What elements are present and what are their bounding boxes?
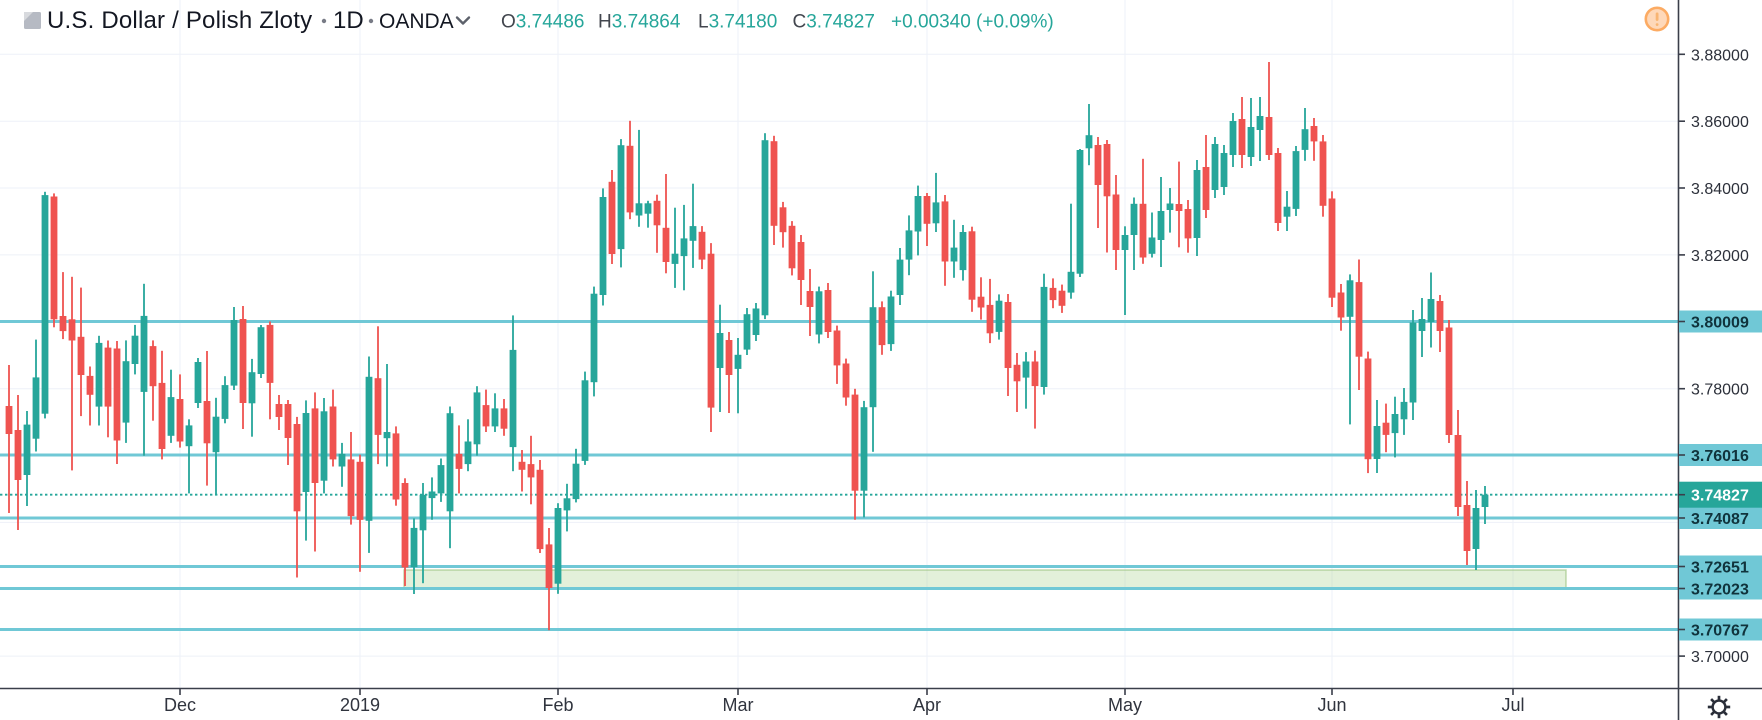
svg-text:Dec: Dec [164, 695, 196, 715]
svg-text:3.74827: 3.74827 [1691, 488, 1749, 505]
svg-text:3.88000: 3.88000 [1691, 47, 1749, 64]
svg-text:Feb: Feb [542, 695, 573, 715]
svg-text:H3.74864: H3.74864 [598, 12, 681, 33]
svg-text:OANDA: OANDA [379, 10, 454, 33]
svg-text:3.80009: 3.80009 [1691, 315, 1749, 332]
svg-text:3.78000: 3.78000 [1691, 382, 1749, 399]
svg-text:Jul: Jul [1501, 695, 1524, 715]
svg-text:3.76016: 3.76016 [1691, 448, 1749, 465]
svg-text:3.84000: 3.84000 [1691, 181, 1749, 198]
svg-text:3.86000: 3.86000 [1691, 114, 1749, 131]
svg-text:May: May [1108, 695, 1142, 715]
svg-text:+0.00340 (+0.09%): +0.00340 (+0.09%) [891, 12, 1054, 33]
svg-text:3.72023: 3.72023 [1691, 582, 1749, 599]
svg-text:Jun: Jun [1317, 695, 1346, 715]
svg-text:C3.74827: C3.74827 [793, 12, 875, 33]
svg-text:3.70000: 3.70000 [1691, 649, 1749, 666]
svg-text:Mar: Mar [723, 695, 754, 715]
svg-text:3.70767: 3.70767 [1691, 623, 1749, 640]
svg-text:U.S. Dollar / Polish Zloty: U.S. Dollar / Polish Zloty [47, 7, 312, 34]
svg-text:1D: 1D [333, 7, 364, 34]
svg-text:3.82000: 3.82000 [1691, 248, 1749, 265]
svg-text:Apr: Apr [913, 695, 941, 715]
svg-text:O3.74486: O3.74486 [501, 12, 584, 33]
svg-text:2019: 2019 [340, 695, 380, 715]
svg-text:3.72651: 3.72651 [1691, 560, 1749, 577]
svg-text:L3.74180: L3.74180 [698, 12, 777, 33]
svg-text:3.74087: 3.74087 [1691, 511, 1749, 528]
